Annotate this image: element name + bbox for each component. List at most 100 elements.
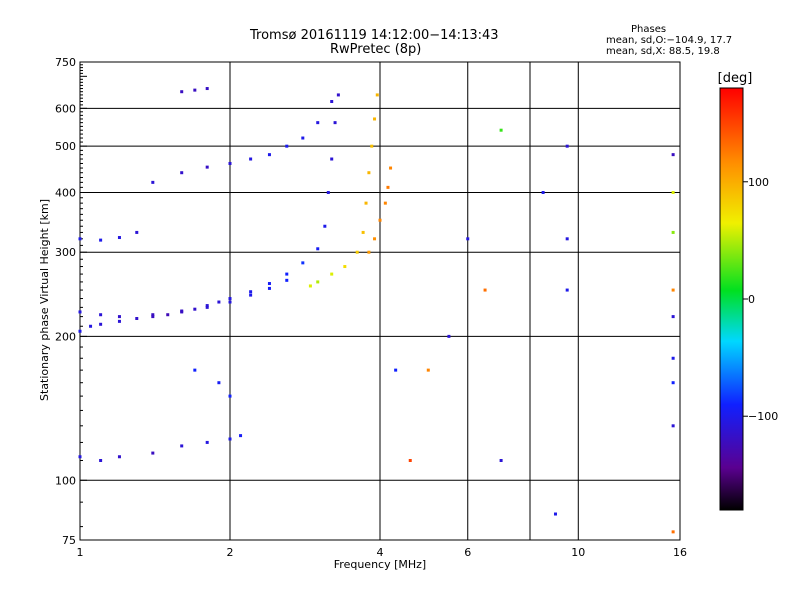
data-point [99, 313, 103, 317]
data-point [447, 334, 451, 338]
grid-lines [80, 61, 680, 540]
data-point [205, 305, 209, 309]
y-tick-label: 400 [55, 186, 76, 199]
data-point [151, 451, 155, 455]
data-point [426, 368, 430, 372]
data-point [285, 144, 289, 148]
data-point [217, 300, 221, 304]
data-point [383, 201, 387, 205]
chart-subtitle: RwPretec (8p) [330, 42, 422, 57]
data-point [180, 171, 184, 175]
data-points [78, 87, 675, 534]
x-tick-labels: 1 2 4 6 10 16 [77, 546, 688, 559]
data-point [408, 458, 412, 462]
data-point [239, 434, 243, 438]
data-point [151, 313, 155, 317]
data-point [378, 218, 382, 222]
data-point [343, 265, 347, 269]
data-point [301, 136, 305, 140]
data-point [370, 144, 374, 148]
data-point [316, 247, 320, 251]
data-point [316, 121, 320, 125]
data-point [89, 324, 93, 328]
colorbar-tick-label: 0 [748, 293, 755, 306]
y-tick-label: 750 [55, 56, 76, 69]
colorbar-label: [deg] [718, 71, 753, 86]
data-point [99, 322, 103, 326]
data-point [249, 157, 253, 161]
data-point [565, 237, 569, 241]
data-point [361, 230, 365, 234]
data-point [671, 315, 675, 319]
y-tick-label: 300 [55, 246, 76, 259]
data-point [78, 237, 82, 241]
data-point [671, 190, 675, 194]
data-point [541, 190, 545, 194]
data-point [180, 309, 184, 313]
colorbar-ticks: 100 0 −100 [743, 176, 778, 423]
data-point [135, 316, 139, 320]
data-point [285, 272, 289, 276]
data-point [671, 230, 675, 234]
data-point [228, 300, 232, 304]
data-point [565, 288, 569, 292]
data-point [166, 313, 170, 317]
y-tick-label: 100 [55, 474, 76, 487]
data-point [355, 250, 359, 254]
data-point [193, 307, 197, 311]
data-point [330, 272, 334, 276]
data-point [671, 381, 675, 385]
data-point [285, 278, 289, 282]
data-point [336, 93, 340, 97]
data-point [217, 381, 221, 385]
data-point [373, 237, 377, 241]
data-point [499, 458, 503, 462]
data-point [316, 280, 320, 284]
x-axis-label: Frequency [MHz] [334, 558, 426, 571]
colorbar [719, 87, 744, 511]
data-point [553, 512, 557, 516]
data-point [205, 304, 209, 308]
stats-title: Phases [631, 24, 667, 35]
colorbar-tick-label: −100 [748, 410, 778, 423]
data-point [205, 165, 209, 169]
data-point [267, 153, 271, 157]
data-point [99, 458, 103, 462]
data-point [78, 455, 82, 459]
y-tick-label: 200 [55, 330, 76, 343]
stats-line-x: mean, sd,X: 88.5, 19.8 [606, 46, 720, 57]
data-point [151, 315, 155, 319]
data-point [78, 310, 82, 314]
data-point [333, 121, 337, 125]
y-tick-label: 500 [55, 140, 76, 153]
data-point [193, 88, 197, 92]
stats-line-o: mean, sd,O:−104.9, 17.7 [606, 35, 733, 46]
data-point [367, 250, 371, 254]
x-tick-label: 2 [227, 546, 234, 559]
data-point [375, 93, 379, 97]
data-point [671, 153, 675, 157]
data-point [78, 329, 82, 333]
data-point [205, 87, 209, 91]
data-point [466, 237, 470, 241]
data-point [394, 368, 398, 372]
data-point [117, 315, 121, 319]
data-point [671, 356, 675, 360]
data-point [323, 224, 327, 228]
data-point [326, 190, 330, 194]
x-tick-label: 10 [571, 546, 585, 559]
data-point [367, 171, 371, 175]
x-tick-label: 6 [464, 546, 471, 559]
data-point [308, 284, 312, 288]
data-point [301, 261, 305, 265]
data-point [249, 293, 253, 297]
data-point [386, 185, 390, 189]
data-point [205, 440, 209, 444]
data-point [249, 290, 253, 294]
data-point [228, 394, 232, 398]
data-point [228, 161, 232, 165]
data-point [330, 157, 334, 161]
data-point [565, 144, 569, 148]
y-axis-label: Stationary phase Virtual Height [km] [38, 199, 51, 401]
